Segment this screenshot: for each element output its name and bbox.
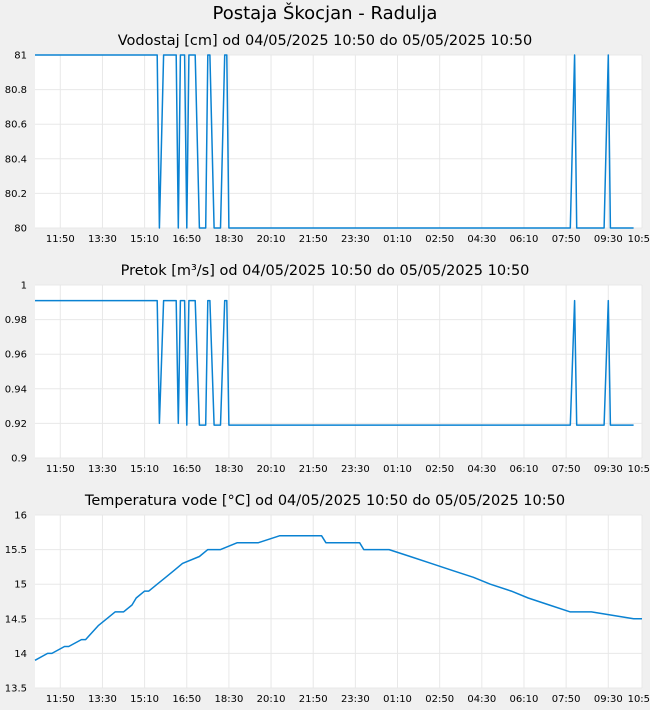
chart-panel: Pretok [m³/s] od 04/05/2025 10:50 do 05/… [5,263,650,475]
x-tick-label: 16:50 [172,234,201,245]
x-tick-label: 11:50 [46,694,75,705]
x-tick-label: 15:10 [130,464,159,475]
y-tick-label: 0.96 [5,350,27,361]
x-tick-label: 09:30 [594,464,623,475]
chart-title: Temperatura vode [°C] od 04/05/2025 10:5… [84,493,565,509]
x-tick-label: 04:30 [467,234,496,245]
x-tick-label: 09:30 [594,694,623,705]
y-tick-label: 14.5 [5,614,27,625]
x-tick-label: 23:30 [341,694,370,705]
series-line [34,535,642,661]
x-tick-label: 20:10 [257,464,286,475]
x-tick-label: 04:30 [467,464,496,475]
y-tick-label: 0.9 [11,454,27,465]
x-tick-label: 20:10 [257,234,286,245]
page-title: Postaja Škocjan - Radulja [212,3,438,24]
x-tick-label: 16:50 [172,694,201,705]
x-tick-label: 16:50 [172,464,201,475]
chart-title: Vodostaj [cm] od 04/05/2025 10:50 do 05/… [118,33,532,49]
x-tick-label: 23:30 [341,464,370,475]
y-tick-label: 14 [14,649,27,660]
x-tick-label: 07:50 [552,694,581,705]
y-tick-label: 80.4 [5,154,27,165]
y-tick-label: 15 [14,580,27,591]
y-tick-label: 1 [21,281,27,292]
x-tick-label: 21:50 [299,694,328,705]
series-line [35,54,634,229]
x-tick-label: 11:50 [46,464,75,475]
y-tick-label: 15.5 [5,545,27,556]
y-tick-label: 16 [14,511,27,522]
x-tick-label: 02:50 [425,694,454,705]
x-tick-label: 06:10 [510,464,539,475]
x-tick-label: 09:30 [594,234,623,245]
x-tick-label: 18:30 [214,694,243,705]
x-tick-label: 07:50 [552,464,581,475]
y-tick-label: 80.6 [5,120,27,131]
x-tick-label: 15:10 [130,694,159,705]
x-tick-label: 10:50 [628,234,650,245]
y-tick-label: 80 [14,224,27,235]
x-tick-label: 02:50 [425,464,454,475]
x-tick-label: 15:10 [130,234,159,245]
x-tick-label: 13:30 [88,464,117,475]
x-tick-label: 10:50 [628,694,650,705]
x-tick-label: 11:50 [46,234,75,245]
x-tick-label: 13:30 [88,694,117,705]
y-tick-label: 0.98 [5,315,27,326]
y-tick-label: 80.2 [5,189,27,200]
x-tick-label: 20:10 [257,694,286,705]
plot-area [35,285,642,458]
x-tick-label: 04:30 [467,694,496,705]
x-tick-label: 01:10 [383,234,412,245]
x-tick-label: 18:30 [214,234,243,245]
plot-area [35,515,642,688]
chart-title: Pretok [m³/s] od 04/05/2025 10:50 do 05/… [121,263,530,279]
x-tick-label: 10:50 [628,464,650,475]
plot-area [35,55,642,228]
y-tick-label: 0.92 [5,419,27,430]
x-tick-label: 01:10 [383,694,412,705]
x-tick-label: 02:50 [425,234,454,245]
chart-panel: Temperatura vode [°C] od 04/05/2025 10:5… [5,493,650,705]
series-line [35,299,634,426]
x-tick-label: 01:10 [383,464,412,475]
y-tick-label: 81 [14,51,27,62]
x-tick-label: 21:50 [299,234,328,245]
y-tick-label: 0.94 [5,384,27,395]
x-tick-label: 06:10 [510,694,539,705]
x-tick-label: 06:10 [510,234,539,245]
x-tick-label: 18:30 [214,464,243,475]
x-tick-label: 13:30 [88,234,117,245]
y-tick-label: 13.5 [5,684,27,695]
y-tick-label: 80.8 [5,85,27,96]
x-tick-label: 23:30 [341,234,370,245]
x-tick-label: 21:50 [299,464,328,475]
chart-panel: Vodostaj [cm] od 04/05/2025 10:50 do 05/… [5,33,650,245]
x-tick-label: 07:50 [552,234,581,245]
